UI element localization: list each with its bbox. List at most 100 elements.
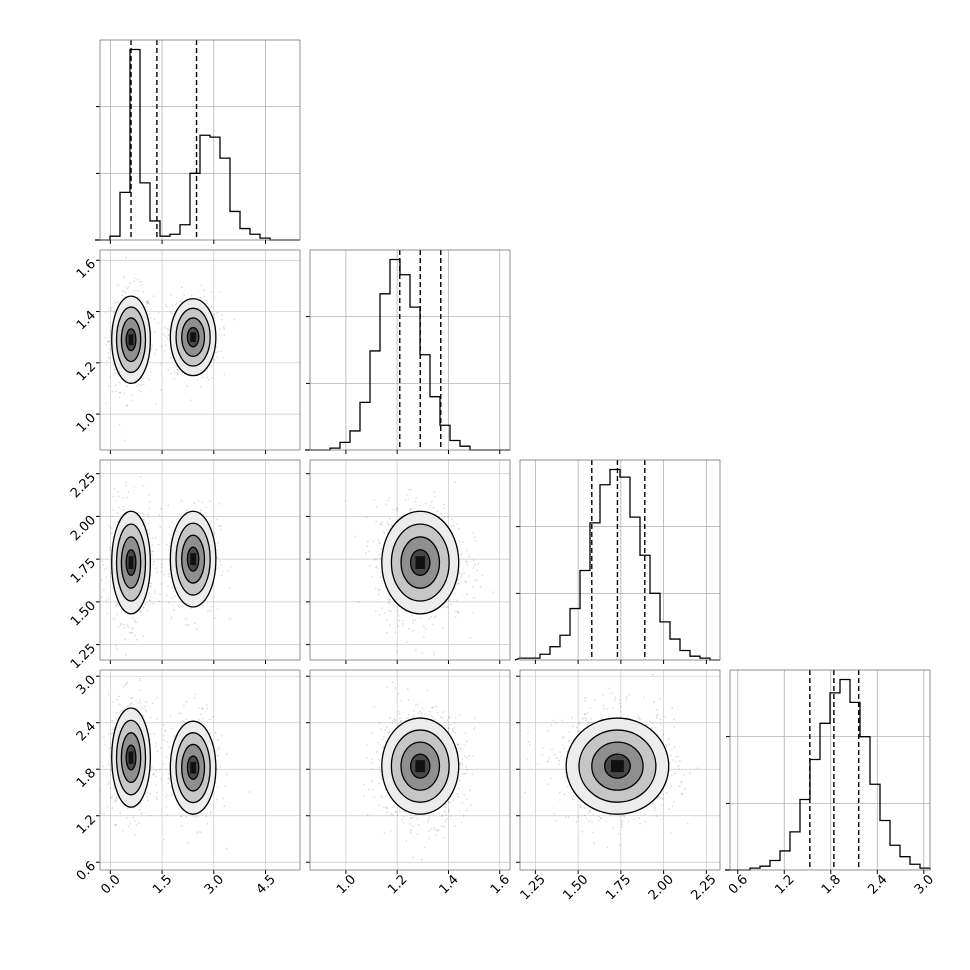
scatter-point	[214, 732, 217, 735]
scatter-point	[155, 769, 158, 772]
scatter-point	[447, 727, 450, 730]
scatter-point	[146, 303, 149, 306]
scatter-point	[110, 732, 113, 735]
scatter-point	[218, 291, 221, 294]
scatter-point	[114, 799, 116, 801]
scatter-point	[383, 532, 386, 535]
scatter-point	[398, 619, 401, 622]
scatter-point	[380, 548, 383, 550]
scatter-point	[458, 779, 461, 782]
scatter-point	[130, 697, 132, 699]
scatter-point	[108, 348, 110, 351]
scatter-point	[407, 498, 410, 500]
scatter-point	[442, 507, 445, 510]
scatter-point	[169, 715, 172, 718]
scatter-point	[112, 495, 115, 498]
scatter-point	[158, 514, 161, 517]
scatter-point	[102, 563, 105, 566]
scatter-point	[118, 695, 121, 698]
scatter-point	[233, 318, 236, 321]
scatter-point	[386, 521, 389, 523]
scatter-point	[433, 651, 436, 653]
scatter-point	[217, 746, 220, 749]
scatter-point	[492, 591, 495, 593]
scatter-point	[466, 809, 468, 812]
scatter-point	[211, 377, 214, 379]
contour-line	[169, 510, 217, 608]
scatter-point	[221, 314, 224, 316]
scatter-point	[121, 294, 124, 296]
scatter-point	[443, 605, 445, 608]
scatter-point	[168, 545, 171, 548]
scatter-point	[152, 773, 155, 776]
scatter-point	[479, 585, 482, 588]
scatter-point	[468, 754, 470, 757]
scatter-point	[216, 346, 219, 348]
scatter-point	[220, 350, 222, 352]
scatter-point	[193, 622, 196, 624]
scatter-point	[159, 768, 161, 771]
scatter-point	[481, 574, 484, 576]
scatter-point	[113, 368, 116, 371]
scatter-point	[117, 490, 119, 493]
scatter-point	[379, 557, 382, 560]
scatter-point	[144, 522, 147, 525]
scatter-point	[213, 296, 215, 299]
scatter-point	[441, 717, 444, 720]
scatter-point	[426, 689, 429, 692]
contour-line	[115, 523, 147, 602]
scatter-point	[452, 727, 454, 730]
scatter-point	[390, 524, 393, 527]
scatter-point	[551, 748, 553, 751]
scatter-point	[421, 714, 423, 717]
scatter-point	[383, 806, 385, 809]
scatter-point	[409, 822, 411, 825]
scatter-point	[392, 814, 394, 816]
density-panel-2-1	[306, 456, 511, 664]
scatter-point	[461, 541, 464, 544]
scatter-point	[388, 730, 391, 733]
scatter-point	[125, 285, 127, 288]
scatter-point	[417, 823, 420, 826]
scatter-point	[427, 456, 429, 458]
scatter-point	[147, 515, 150, 518]
scatter-point	[461, 762, 463, 764]
histogram-step	[305, 258, 510, 451]
scatter-point	[126, 404, 129, 407]
scatter-point	[371, 762, 374, 764]
scatter-point	[126, 624, 129, 627]
scatter-point	[433, 827, 436, 829]
contour-line	[125, 744, 137, 771]
scatter-point	[428, 618, 430, 620]
scatter-point	[177, 604, 180, 607]
scatter-point	[136, 702, 139, 704]
scatter-point	[442, 711, 444, 713]
scatter-point	[429, 504, 431, 507]
scatter-point	[130, 399, 133, 402]
scatter-point	[122, 685, 125, 688]
scatter-point	[464, 755, 466, 757]
histogram-panel-3	[725, 669, 931, 871]
scatter-point	[536, 763, 539, 766]
scatter-point	[665, 792, 668, 794]
scatter-point	[473, 536, 476, 538]
scatter-point	[176, 368, 179, 371]
scatter-point	[443, 809, 446, 812]
scatter-point	[123, 623, 125, 626]
scatter-point	[377, 589, 380, 591]
scatter-point	[162, 838, 165, 841]
scatter-point	[103, 736, 105, 738]
contour-line	[125, 328, 137, 352]
scatter-point	[411, 629, 414, 632]
scatter-point	[164, 349, 166, 352]
panel-frame	[99, 39, 301, 241]
scatter-point	[667, 737, 670, 740]
scatter-point	[214, 731, 217, 734]
scatter-point	[441, 814, 444, 816]
scatter-point	[203, 288, 206, 291]
scatter-point	[454, 592, 457, 595]
density-content	[100, 250, 300, 450]
scatter-point	[180, 815, 183, 818]
scatter-point	[125, 256, 128, 259]
scatter-point	[380, 522, 382, 525]
